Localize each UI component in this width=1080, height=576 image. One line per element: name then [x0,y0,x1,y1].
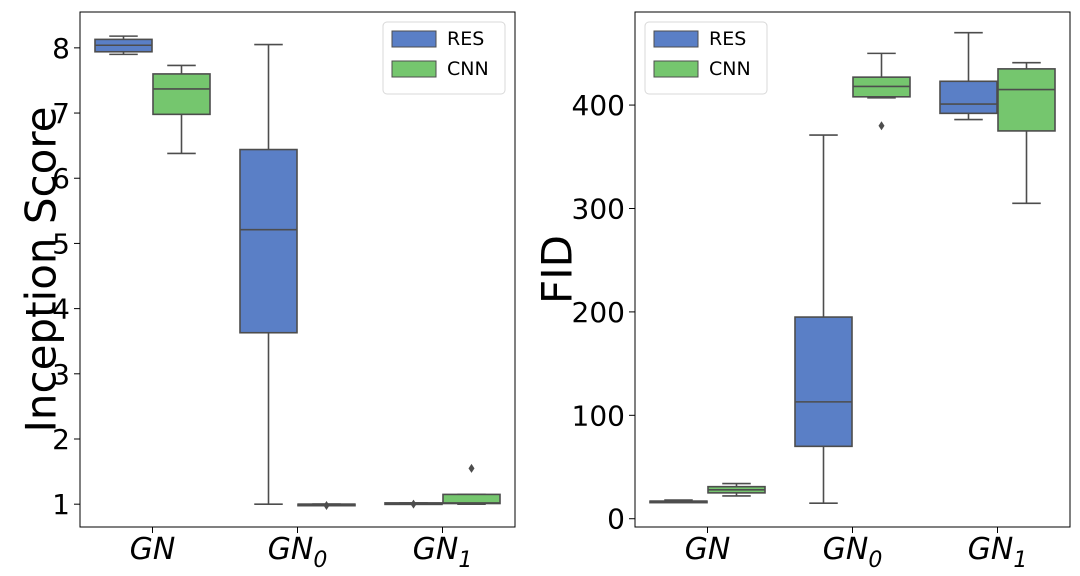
box-res [794,316,853,448]
y-tick-label: 5 [52,227,70,260]
legend: RES CNN [644,21,768,95]
legend-swatch-res [653,30,699,48]
y-tick-label: 200 [572,296,625,329]
legend-swatch-cnn [391,60,437,78]
box-cnn [997,68,1056,132]
box-cnn [152,73,211,116]
legend-swatch-res [391,30,437,48]
x-tick-label: GN [685,532,731,567]
y-axis-label: Inception Score [17,106,66,432]
chart-panel-1: 1 2 3 4 5 6 7 8 Inception Score GN GN0 GN1 RES CNN [17,11,516,573]
legend: RES CNN [382,21,506,95]
x-tick-label: GN [130,532,176,567]
outlier-point [878,121,885,131]
x-tick-label: GN0 [823,532,883,573]
series-cnn [152,64,501,510]
legend-label-cnn: CNN [447,58,489,80]
legend-label-res: RES [447,28,484,50]
legend-label-res: RES [709,28,746,50]
y-tick-label: 0 [607,503,625,536]
box-res [939,80,998,115]
chart-panel-2: 0 100 200 300 400 FID GN GN0 GN1 RES CNN [533,11,1071,573]
legend-swatch-cnn [653,60,699,78]
x-tick-label: GN1 [968,532,1028,573]
series-res [94,35,443,509]
y-axis-label: FID [533,235,582,304]
x-tick-label: GN0 [268,532,328,573]
y-tick-label: 300 [572,192,625,225]
outlier-point [468,463,475,473]
y-tick-label: 4 [52,293,70,326]
y-tick-label: 100 [572,399,625,432]
y-tick-label: 7 [52,97,70,130]
y-tick-label: 400 [572,89,625,122]
box-res [239,148,298,334]
legend-label-cnn: CNN [709,58,751,80]
y-tick-label: 3 [52,358,70,391]
series-cnn [707,52,1056,497]
series-res [649,31,998,505]
y-tick-label: 1 [52,488,70,521]
y-tick-label: 2 [52,423,70,456]
outlier-point [323,500,330,510]
x-tick-label: GN1 [413,532,473,573]
y-tick-label: 6 [52,162,70,195]
y-tick-label: 8 [52,32,70,65]
outlier-point [410,499,417,509]
